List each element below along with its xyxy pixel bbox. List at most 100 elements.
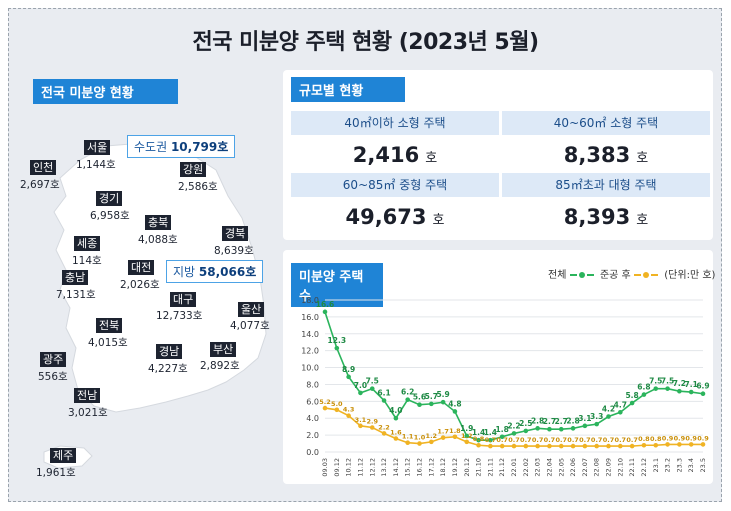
data-point-after <box>547 443 552 449</box>
data-point-total <box>665 386 670 391</box>
region-name: 세종 <box>74 236 101 251</box>
data-point-total <box>429 401 434 407</box>
data-label-total: 2.8 <box>531 416 544 425</box>
data-label-after: 0.7 <box>508 436 520 444</box>
data-label-total: 7.1 <box>685 380 698 389</box>
region-name: 제주 <box>50 448 77 463</box>
x-tick-label: 22.06 <box>569 458 577 477</box>
data-label-total: 4.8 <box>448 399 461 408</box>
data-label-after: 5.2 <box>319 398 331 406</box>
data-label-after: 0.9 <box>685 434 697 442</box>
region-value: 4,088호 <box>138 234 178 246</box>
data-point-after <box>499 443 505 449</box>
region-name: 서울 <box>84 140 111 155</box>
data-label-after: 1.7 <box>437 428 449 436</box>
region-name: 대전 <box>128 260 155 275</box>
region-name: 충북 <box>145 215 172 230</box>
legend-label-after: 준공 후 <box>599 270 631 281</box>
data-point-total <box>346 374 351 380</box>
local-area-callout: 지방 58,066호 <box>166 260 264 283</box>
x-tick-label: 22.04 <box>545 458 553 477</box>
data-label-total: 3.3 <box>590 412 603 421</box>
y-tick-label: 6.0 <box>306 397 319 406</box>
y-tick-label: 18.0 <box>301 296 319 305</box>
data-label-total: 2.5 <box>519 419 532 428</box>
x-tick-label: 22.01 <box>510 458 518 477</box>
legend-line-total <box>569 274 577 276</box>
data-label-after: 0.7 <box>591 436 603 444</box>
size-cell-value: 8,393 <box>563 205 631 229</box>
data-label-after: 0.7 <box>532 436 544 444</box>
data-label-total: 3.1 <box>578 414 591 423</box>
region-value: 4,227호 <box>148 363 188 375</box>
data-point-total <box>464 433 470 439</box>
data-label-total: 16.6 <box>316 300 335 309</box>
data-label-total: 5.6 <box>413 393 426 402</box>
data-point-total <box>334 345 340 351</box>
x-tick-label: 19.12 <box>451 458 459 477</box>
y-tick-label: 12.0 <box>301 347 319 356</box>
data-label-after: 0.7 <box>626 436 638 444</box>
data-label-total: 5.7 <box>425 392 438 401</box>
data-point-after <box>417 441 422 446</box>
region-name: 대구 <box>170 292 197 307</box>
data-point-total <box>488 437 493 443</box>
unit-note: (단위:만 호) <box>664 270 716 281</box>
data-point-total <box>653 386 659 391</box>
data-point-after <box>369 425 375 430</box>
data-point-after <box>677 442 682 447</box>
data-label-total: 1.9 <box>460 424 473 433</box>
x-tick-label: 22.11 <box>628 458 636 477</box>
x-tick-label: 18.12 <box>439 458 447 477</box>
data-label-total: 2.2 <box>507 421 520 430</box>
data-point-after <box>665 442 670 447</box>
data-point-total <box>629 400 635 406</box>
x-tick-label: 21.12 <box>498 458 506 477</box>
x-tick-label: 22.02 <box>522 458 530 477</box>
x-tick-label: 22.09 <box>605 458 613 477</box>
data-point-total <box>606 414 611 419</box>
data-point-after <box>594 443 599 449</box>
region-value: 114호 <box>72 255 102 267</box>
region-name: 울산 <box>238 302 265 317</box>
region-value: 2,586호 <box>178 181 218 193</box>
legend-line-after <box>633 274 641 276</box>
data-point-after <box>358 423 363 429</box>
data-label-total: 12.3 <box>328 336 347 345</box>
data-point-after <box>322 405 328 411</box>
data-label-total: 2.8 <box>566 416 579 425</box>
y-tick-label: 16.0 <box>301 313 319 322</box>
data-point-total <box>452 409 458 414</box>
data-label-total: 2.7 <box>543 417 556 426</box>
region-value: 556호 <box>38 371 68 383</box>
y-tick-label: 8.0 <box>306 380 319 389</box>
capital-area-callout: 수도권 10,799호 <box>127 135 236 158</box>
data-point-total <box>700 391 706 397</box>
data-label-total: 5.8 <box>625 391 638 400</box>
data-label-after: 0.8 <box>638 435 650 443</box>
y-tick-label: 2.0 <box>306 431 319 440</box>
region-name: 경기 <box>96 191 123 206</box>
data-point-total <box>641 392 647 397</box>
x-tick-label: 22.07 <box>581 458 589 477</box>
region-value: 8,639호 <box>214 245 254 257</box>
data-label-after: 1.8 <box>449 427 461 435</box>
data-point-after <box>393 436 399 441</box>
x-tick-label: 22.10 <box>616 458 624 477</box>
data-point-total <box>523 428 529 434</box>
data-label-total: 7.5 <box>649 377 662 386</box>
data-label-after: 5.0 <box>331 400 343 408</box>
data-point-total <box>677 388 682 394</box>
region-value: 2,697호 <box>20 179 60 191</box>
data-point-after <box>464 439 470 445</box>
data-point-total <box>417 402 422 408</box>
data-point-total <box>381 398 387 403</box>
data-label-total: 6.1 <box>377 388 390 397</box>
data-label-total: 4.2 <box>602 405 615 414</box>
data-label-total: 4.7 <box>614 400 627 409</box>
x-tick-label: 21.10 <box>475 458 483 477</box>
x-tick-label: 15.12 <box>404 458 412 477</box>
data-point-after <box>334 407 340 413</box>
data-label-total: 7.2 <box>673 379 686 388</box>
data-label-after: 0.8 <box>650 435 662 443</box>
